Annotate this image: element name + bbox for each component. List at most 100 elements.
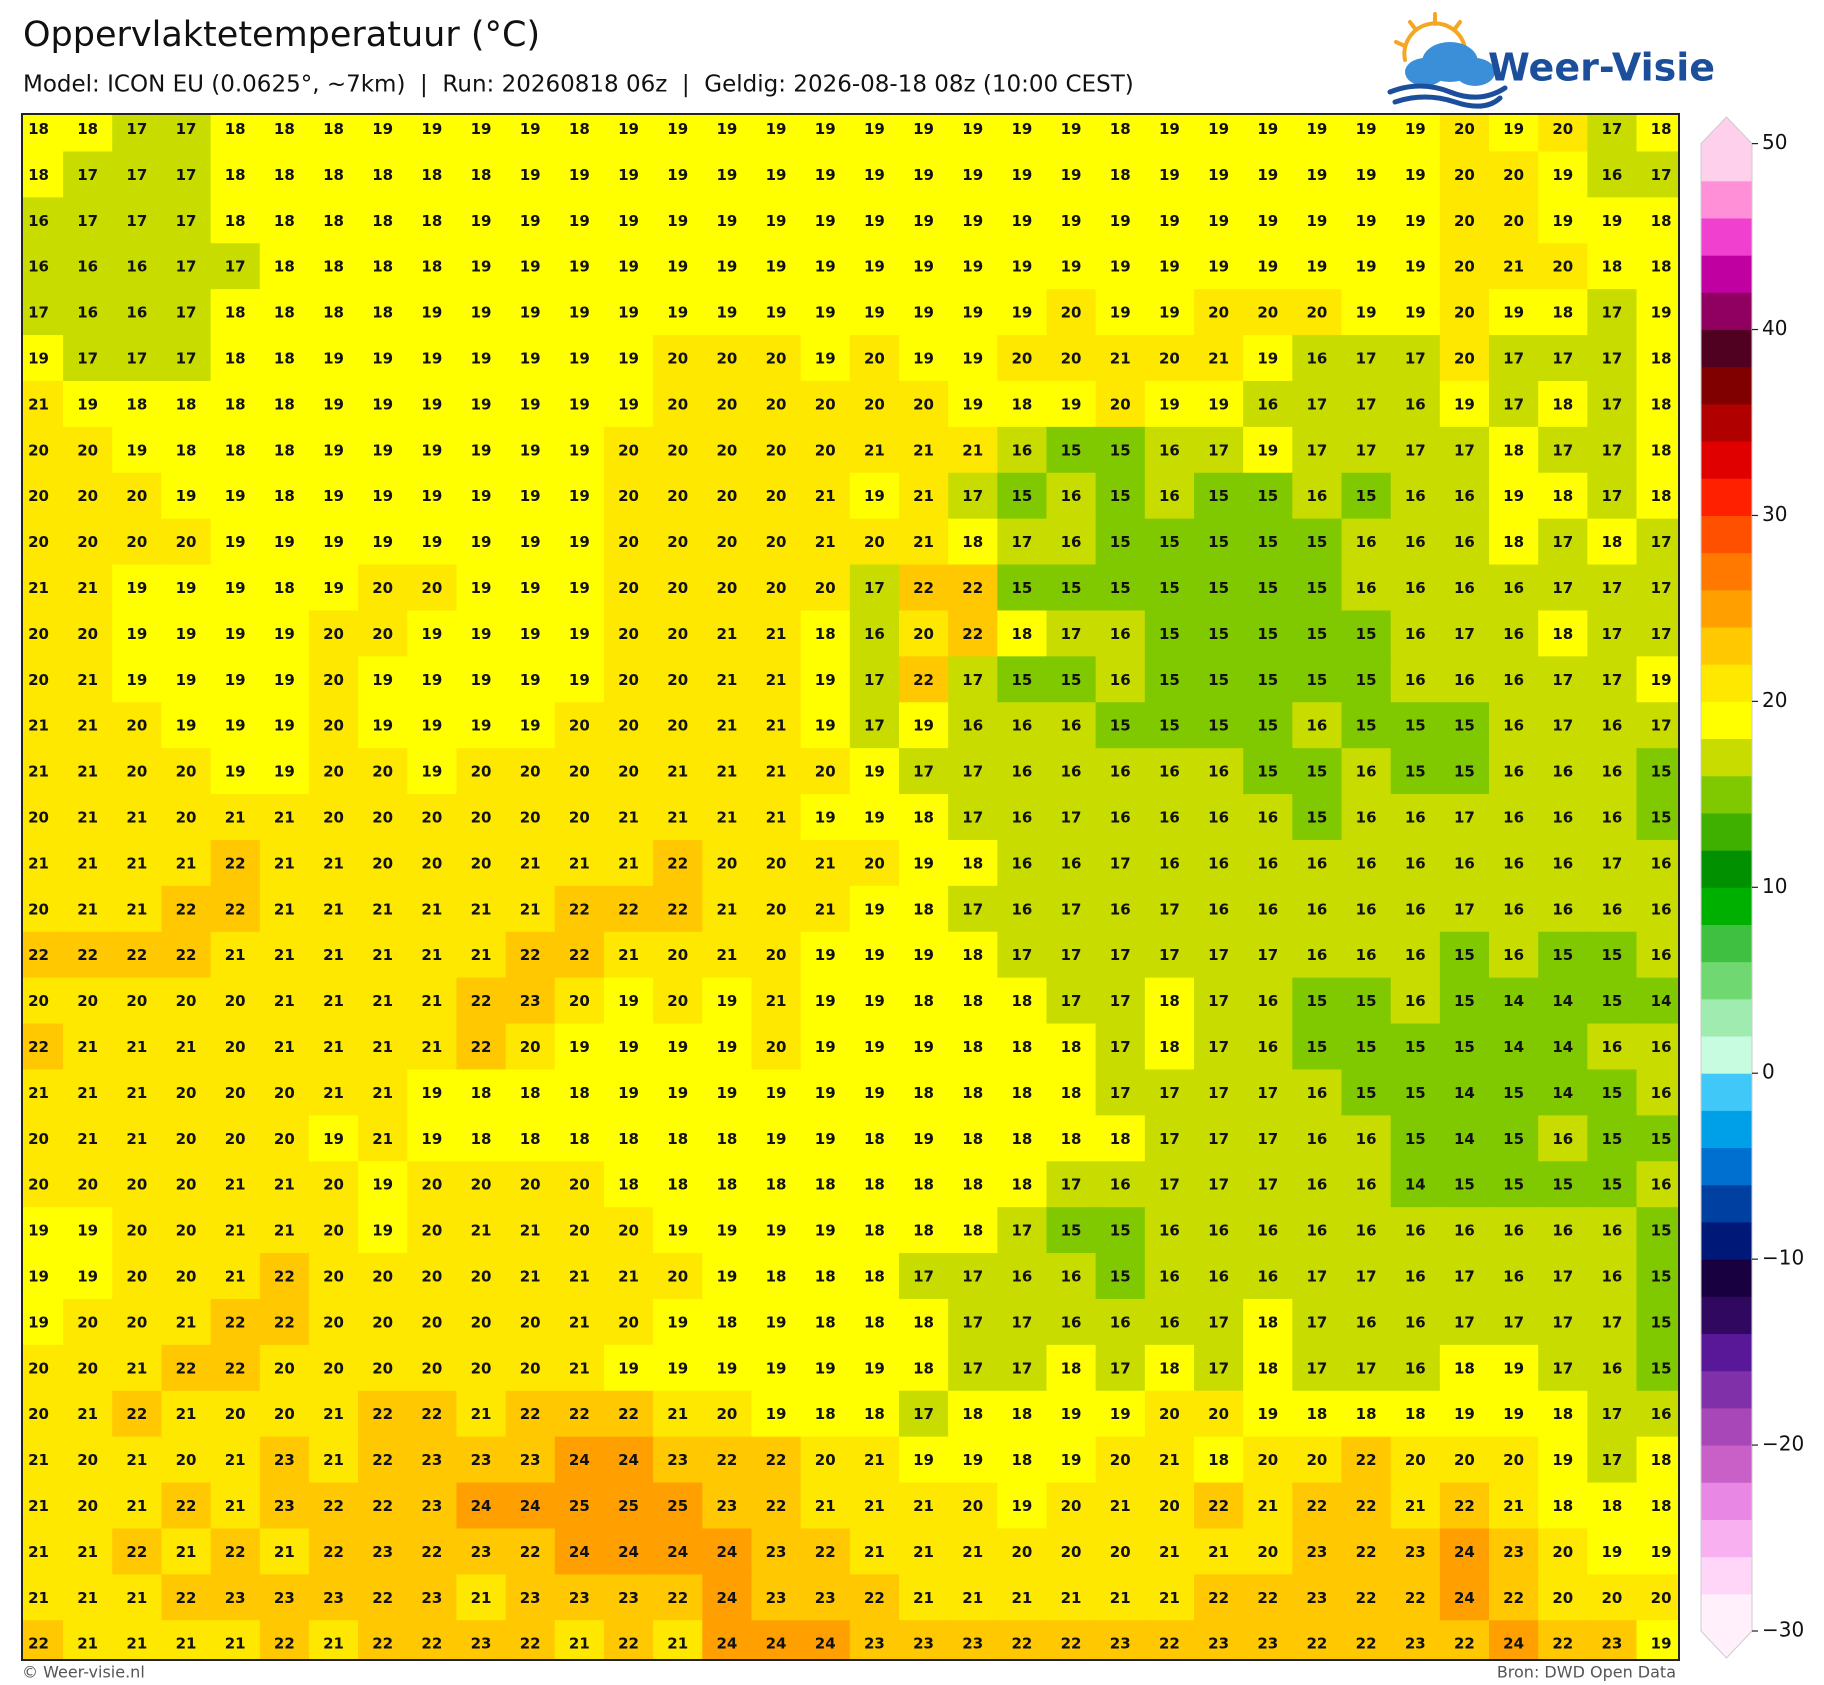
temperature-cell <box>1439 472 1490 520</box>
temperature-cell <box>948 380 998 428</box>
temperature-label: 19 <box>1356 120 1377 138</box>
temperature-label: 20 <box>1552 1589 1573 1607</box>
temperature-label: 20 <box>716 441 737 459</box>
colorbar-band <box>1701 552 1752 591</box>
temperature-cell <box>259 1115 310 1162</box>
temperature-label: 19 <box>864 120 885 138</box>
temperature-cell <box>1587 197 1638 244</box>
temperature-label: 18 <box>569 120 590 138</box>
temperature-label: 15 <box>1405 1038 1426 1056</box>
temperature-label: 17 <box>962 671 983 689</box>
temperature-cell <box>112 839 162 887</box>
temperature-cell <box>898 426 949 474</box>
temperature-label: 21 <box>1208 350 1229 368</box>
colorbar-band <box>1701 1445 1752 1483</box>
temperature-label: 23 <box>274 1497 295 1515</box>
temperature-label: 23 <box>323 1589 344 1607</box>
temperature-cell <box>161 518 212 566</box>
temperature-label: 16 <box>1011 854 1032 872</box>
temperature-label: 18 <box>421 258 442 276</box>
temperature-cell <box>1538 931 1588 979</box>
temperature-label: 22 <box>569 1405 590 1423</box>
temperature-cell <box>1095 380 1146 428</box>
temperature-label: 20 <box>667 350 688 368</box>
colorbar-band <box>1701 1147 1752 1186</box>
temperature-cell <box>407 564 457 611</box>
temperature-cell <box>1538 977 1588 1025</box>
temperature-cell <box>554 472 605 520</box>
temperature-cell <box>1341 1207 1392 1254</box>
temperature-label: 20 <box>962 1497 983 1515</box>
temperature-label: 17 <box>126 212 147 230</box>
temperature-label: 17 <box>1061 809 1082 827</box>
temperature-label: 17 <box>1552 1359 1573 1377</box>
temperature-cell <box>800 1115 851 1162</box>
temperature-label: 16 <box>1405 1268 1426 1286</box>
temperature-label: 16 <box>1306 1084 1327 1102</box>
temperature-cell <box>554 426 605 474</box>
temperature-label: 21 <box>1503 258 1524 276</box>
temperature-label: 18 <box>1011 992 1032 1010</box>
temperature-cell <box>1292 656 1343 703</box>
temperature-label: 20 <box>323 1268 344 1286</box>
temperature-label: 20 <box>1159 350 1180 368</box>
temperature-label: 17 <box>1061 900 1082 918</box>
temperature-label: 20 <box>1061 1543 1082 1561</box>
temperature-label: 20 <box>176 1130 197 1148</box>
temperature-label: 21 <box>323 1451 344 1469</box>
temperature-label: 22 <box>1552 1635 1573 1653</box>
temperature-cell <box>1144 518 1195 566</box>
temperature-cell <box>653 426 703 474</box>
temperature-label: 22 <box>1257 1589 1278 1607</box>
temperature-cell <box>259 114 310 152</box>
temperature-label: 16 <box>1356 1222 1377 1240</box>
temperature-label: 19 <box>815 1222 836 1240</box>
temperature-label: 16 <box>1306 854 1327 872</box>
temperature-label: 23 <box>274 1589 295 1607</box>
temperature-cell <box>1587 656 1638 703</box>
temperature-cell <box>505 151 556 198</box>
temperature-label: 17 <box>1503 395 1524 413</box>
temperature-cell <box>210 114 261 152</box>
temperature-cell <box>1587 1069 1638 1116</box>
temperature-cell <box>1538 335 1588 382</box>
temperature-label: 15 <box>1110 487 1131 505</box>
temperature-label: 18 <box>1061 1038 1082 1056</box>
temperature-label: 18 <box>913 1176 934 1194</box>
temperature-label: 17 <box>1208 1130 1229 1148</box>
temperature-label: 16 <box>1011 809 1032 827</box>
temperature-label: 16 <box>1454 487 1475 505</box>
temperature-label: 20 <box>667 533 688 551</box>
temperature-label: 21 <box>1159 1589 1180 1607</box>
temperature-label: 15 <box>1356 1038 1377 1056</box>
temperature-label: 16 <box>28 212 49 230</box>
temperature-label: 15 <box>1159 579 1180 597</box>
temperature-label: 19 <box>864 763 885 781</box>
temperature-label: 20 <box>864 395 885 413</box>
temperature-label: 20 <box>815 1451 836 1469</box>
temperature-label: 19 <box>1454 1405 1475 1423</box>
colorbar-band <box>1701 329 1752 368</box>
temperature-label: 14 <box>1454 1084 1475 1102</box>
colorbar-band <box>1701 627 1752 665</box>
temperature-cell <box>1587 426 1638 474</box>
temperature-label: 17 <box>1306 1313 1327 1331</box>
temperature-label: 22 <box>913 579 934 597</box>
temperature-label: 15 <box>1651 1222 1672 1240</box>
temperature-label: 19 <box>569 533 590 551</box>
temperature-label: 19 <box>815 304 836 322</box>
temperature-cell <box>22 426 64 474</box>
temperature-cell <box>702 472 752 520</box>
temperature-label: 18 <box>1011 1451 1032 1469</box>
temperature-cell <box>161 243 212 290</box>
temperature-label: 22 <box>471 992 492 1010</box>
temperature-label: 17 <box>1061 625 1082 643</box>
temperature-label: 21 <box>372 900 393 918</box>
temperature-label: 15 <box>1356 717 1377 735</box>
temperature-cell <box>751 656 802 703</box>
temperature-cell <box>210 518 261 566</box>
temperature-cell <box>997 243 1047 290</box>
temperature-cell <box>702 426 752 474</box>
temperature-label: 19 <box>225 671 246 689</box>
temperature-cell <box>1095 472 1146 520</box>
